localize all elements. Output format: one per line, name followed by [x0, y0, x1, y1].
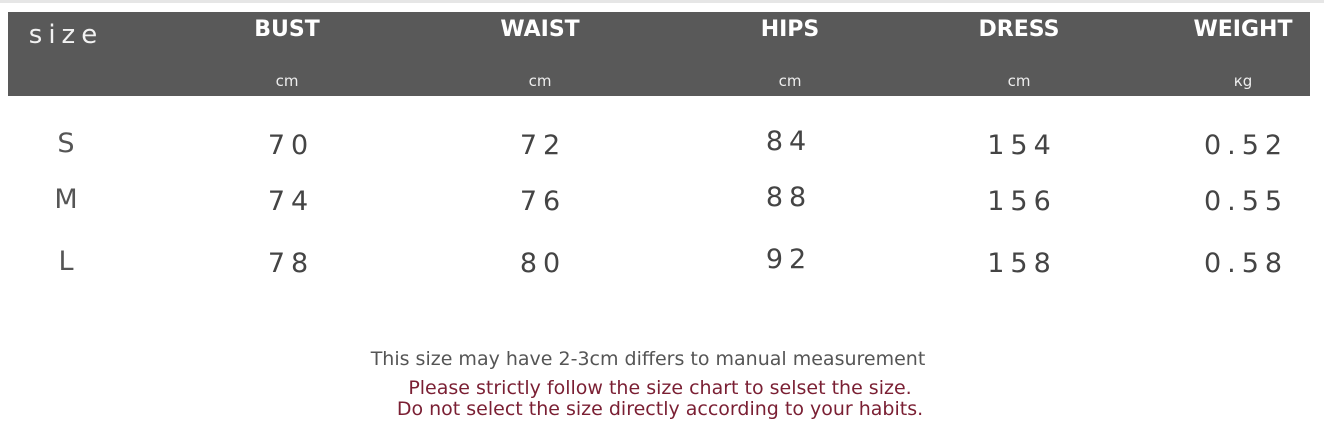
unit-dress: cm	[1007, 72, 1031, 90]
unit-waist: cm	[528, 72, 552, 90]
table-cell: 154	[987, 130, 1057, 161]
table-cell: 0.52	[1203, 130, 1289, 161]
table-cell: 76	[519, 186, 567, 217]
column-header-waist: WAIST	[500, 17, 580, 42]
table-cell: 72	[519, 130, 567, 161]
table-cell: 88	[765, 182, 813, 213]
column-header-weight: WEIGHT	[1193, 17, 1293, 42]
table-header: size BUST cm WAIST cm HIPS cm DRESS cm W…	[8, 12, 1310, 96]
table-cell: 70	[267, 130, 315, 161]
table-cell: 158	[987, 248, 1057, 279]
size-label: M	[54, 184, 78, 215]
size-label: L	[58, 246, 74, 277]
warning-note-2: Do not select the size directly accordin…	[396, 398, 924, 420]
unit-weight: кg	[1233, 72, 1253, 90]
table-cell: 0.55	[1203, 186, 1289, 217]
table-cell: 156	[987, 186, 1057, 217]
measurement-note: This size may have 2-3cm differs to manu…	[370, 348, 926, 370]
size-label: S	[57, 128, 75, 159]
column-header-hips: HIPS	[760, 17, 820, 42]
table-cell: 74	[267, 186, 315, 217]
unit-bust: cm	[275, 72, 299, 90]
table-cell: 84	[765, 126, 813, 157]
warning-note-1: Please strictly follow the size chart to…	[408, 377, 912, 399]
table-cell: 80	[519, 248, 567, 279]
column-header-bust: BUST	[254, 17, 320, 42]
table-cell: 92	[765, 244, 813, 275]
unit-hips: cm	[778, 72, 802, 90]
table-cell: 0.58	[1203, 248, 1289, 279]
top-strip	[0, 0, 1324, 3]
size-header: size	[28, 20, 104, 50]
column-header-dress: DRESS	[978, 17, 1060, 42]
table-cell: 78	[267, 248, 315, 279]
